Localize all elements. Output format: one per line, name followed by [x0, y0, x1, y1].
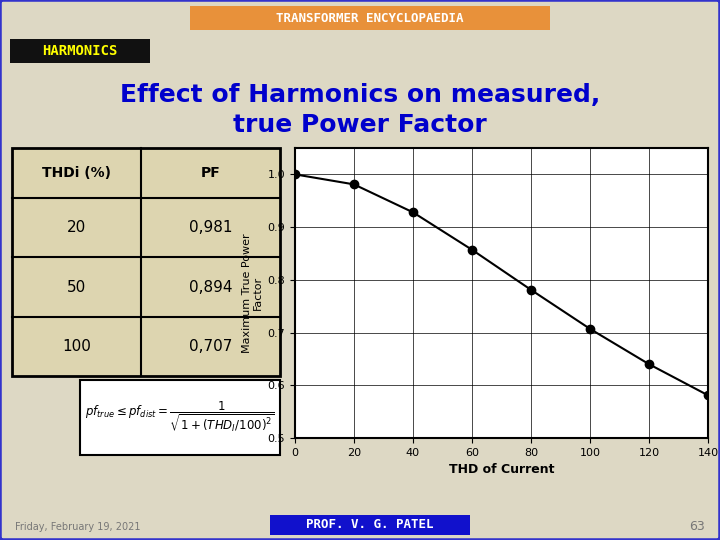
- FancyBboxPatch shape: [270, 515, 470, 535]
- Text: PROF. V. G. PATEL: PROF. V. G. PATEL: [306, 518, 433, 531]
- FancyBboxPatch shape: [12, 148, 280, 376]
- Text: $pf_{true}\leq pf_{dist}=\dfrac{1}{\sqrt{1+(THD_I/100)^2}}$: $pf_{true}\leq pf_{dist}=\dfrac{1}{\sqrt…: [85, 400, 275, 435]
- Text: 0,981: 0,981: [189, 220, 232, 235]
- Text: 100: 100: [62, 339, 91, 354]
- FancyBboxPatch shape: [10, 39, 150, 63]
- Text: PF: PF: [200, 166, 220, 180]
- Text: 63: 63: [689, 521, 705, 534]
- FancyBboxPatch shape: [190, 6, 550, 30]
- FancyBboxPatch shape: [80, 380, 280, 455]
- Text: Friday, February 19, 2021: Friday, February 19, 2021: [15, 522, 140, 532]
- Text: 0,894: 0,894: [189, 280, 232, 294]
- Text: TRANSFORMER ENCYCLOPAEDIA: TRANSFORMER ENCYCLOPAEDIA: [276, 11, 464, 24]
- Text: HARMONICS: HARMONICS: [42, 44, 117, 58]
- Text: THDi (%): THDi (%): [42, 166, 111, 180]
- Y-axis label: Maximum True Power
Factor: Maximum True Power Factor: [242, 233, 264, 353]
- X-axis label: THD of Current: THD of Current: [449, 463, 554, 476]
- Text: 0,707: 0,707: [189, 339, 232, 354]
- Text: 20: 20: [67, 220, 86, 235]
- Text: Effect of Harmonics on measured,
true Power Factor: Effect of Harmonics on measured, true Po…: [120, 83, 600, 137]
- Text: 50: 50: [67, 280, 86, 294]
